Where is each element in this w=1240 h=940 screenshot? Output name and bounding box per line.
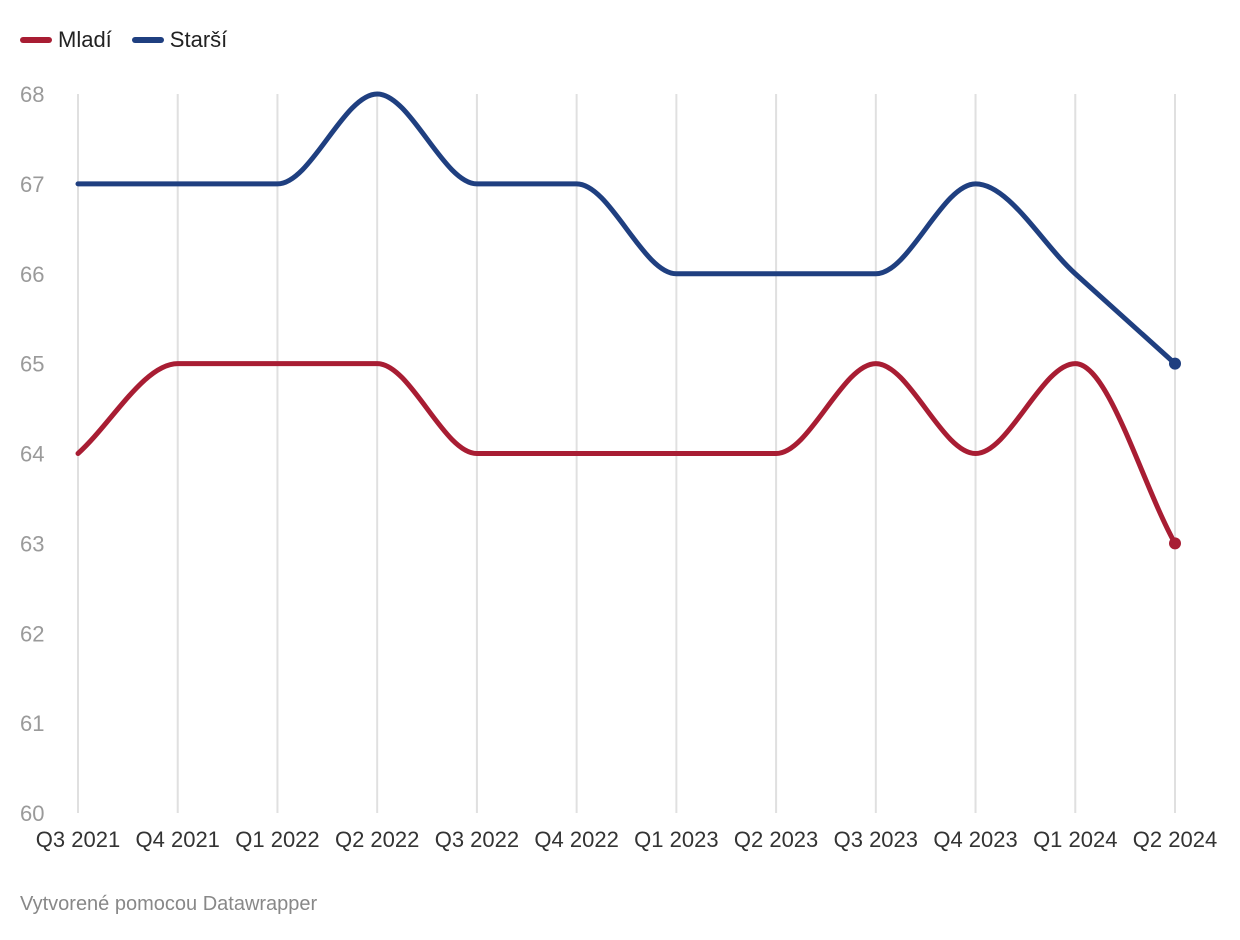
x-tick-label: Q4 2023: [933, 827, 1017, 852]
y-tick-label: 62: [20, 621, 44, 646]
x-tick-label: Q1 2022: [235, 827, 319, 852]
series-lines: [75, 91, 1181, 550]
x-tick-label: Q4 2021: [136, 827, 220, 852]
legend-label-mladi: Mladí: [58, 27, 112, 52]
y-tick-label: 67: [20, 172, 44, 197]
y-tick-label: 60: [20, 801, 44, 826]
chart-legend: Mladí Starší: [20, 24, 227, 56]
end-point-mladi: [1169, 537, 1181, 550]
legend-swatch-mladi: [20, 37, 52, 43]
y-tick-label: 68: [20, 82, 44, 107]
x-tick-label: Q3 2023: [834, 827, 918, 852]
legend-label-starsi: Starší: [169, 27, 228, 52]
y-tick-label: 65: [20, 352, 44, 377]
series-line-starsi: [75, 91, 1178, 367]
legend-item-mladi: Mladí: [20, 27, 112, 53]
legend-swatch-starsi: [131, 37, 164, 43]
y-axis: 60 61 62 63 64 65 66 67 68: [20, 82, 44, 826]
x-tick-label: Q1 2023: [634, 827, 718, 852]
x-tick-label: Q3 2021: [36, 827, 120, 852]
x-tick-label: Q4 2022: [534, 827, 618, 852]
x-tick-label: Q3 2022: [435, 827, 519, 852]
series-line-mladi: [75, 361, 1178, 546]
y-tick-label: 66: [20, 262, 44, 287]
x-tick-label: Q2 2024: [1133, 827, 1217, 852]
x-axis: Q3 2021 Q4 2021 Q1 2022 Q2 2022 Q3 2022 Q4 20…: [36, 827, 1217, 852]
footer-credit: Vytvorené pomocou Datawrapper: [20, 893, 318, 915]
y-tick-label: 63: [20, 531, 44, 556]
y-tick-label: 61: [20, 711, 44, 736]
legend-item-starsi: Starší: [131, 27, 228, 53]
y-tick-label: 64: [20, 442, 44, 467]
x-tick-label: Q2 2023: [734, 827, 818, 852]
end-point-starsi: [1169, 357, 1181, 370]
x-tick-label: Q2 2022: [335, 827, 419, 852]
x-tick-label: Q1 2024: [1033, 827, 1117, 852]
